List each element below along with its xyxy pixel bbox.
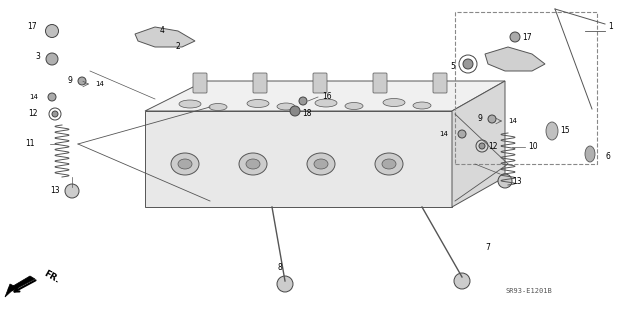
Text: 6: 6 [605, 152, 610, 161]
Ellipse shape [585, 146, 595, 162]
Circle shape [48, 93, 56, 101]
FancyBboxPatch shape [313, 73, 327, 93]
Circle shape [454, 273, 470, 289]
Text: 14: 14 [439, 131, 448, 137]
Text: 14: 14 [508, 118, 517, 124]
Ellipse shape [171, 153, 199, 175]
Text: 5: 5 [450, 63, 455, 71]
Text: 13: 13 [512, 176, 522, 186]
Text: 7: 7 [485, 242, 490, 251]
Ellipse shape [315, 99, 337, 107]
Polygon shape [452, 81, 505, 207]
Ellipse shape [382, 159, 396, 169]
Text: 17: 17 [522, 33, 532, 41]
Ellipse shape [383, 99, 405, 107]
Text: 16: 16 [322, 93, 332, 101]
Text: 15: 15 [560, 127, 570, 136]
Ellipse shape [239, 153, 267, 175]
Polygon shape [5, 284, 16, 297]
Ellipse shape [247, 100, 269, 108]
Text: FR.: FR. [42, 269, 61, 285]
Circle shape [277, 276, 293, 292]
Circle shape [458, 130, 466, 138]
Circle shape [510, 32, 520, 42]
Text: 10: 10 [528, 143, 538, 152]
Polygon shape [8, 276, 35, 291]
Text: 14: 14 [95, 81, 104, 87]
Polygon shape [485, 47, 545, 71]
Circle shape [463, 59, 473, 69]
Circle shape [299, 97, 307, 105]
Text: 17: 17 [27, 23, 37, 32]
Polygon shape [135, 27, 195, 47]
FancyBboxPatch shape [373, 73, 387, 93]
Circle shape [65, 184, 79, 198]
Polygon shape [145, 81, 505, 111]
Text: SR93-E1201B: SR93-E1201B [505, 288, 552, 294]
Text: 9: 9 [477, 115, 482, 123]
Circle shape [479, 143, 485, 149]
Circle shape [498, 174, 512, 188]
Circle shape [290, 106, 300, 116]
FancyBboxPatch shape [433, 73, 447, 93]
FancyBboxPatch shape [193, 73, 207, 93]
Polygon shape [145, 111, 452, 207]
Circle shape [488, 115, 496, 123]
Text: 2: 2 [175, 42, 180, 51]
Text: 11: 11 [26, 139, 35, 149]
Text: 9: 9 [67, 77, 72, 85]
Ellipse shape [179, 100, 201, 108]
Ellipse shape [277, 103, 295, 110]
Text: 1: 1 [608, 23, 612, 32]
Ellipse shape [345, 102, 363, 109]
Text: 18: 18 [302, 109, 312, 118]
Ellipse shape [375, 153, 403, 175]
Ellipse shape [546, 122, 558, 140]
Circle shape [45, 25, 58, 38]
Text: 8: 8 [277, 263, 282, 271]
Text: 14: 14 [29, 94, 38, 100]
Text: 12: 12 [29, 109, 38, 118]
Circle shape [52, 111, 58, 117]
Text: 12: 12 [488, 143, 497, 152]
Circle shape [78, 77, 86, 85]
Ellipse shape [314, 159, 328, 169]
Ellipse shape [209, 103, 227, 110]
FancyBboxPatch shape [253, 73, 267, 93]
Text: 3: 3 [36, 53, 40, 62]
Ellipse shape [178, 159, 192, 169]
Ellipse shape [246, 159, 260, 169]
Ellipse shape [413, 102, 431, 109]
Circle shape [46, 53, 58, 65]
Ellipse shape [307, 153, 335, 175]
Text: 4: 4 [159, 26, 164, 35]
Text: 13: 13 [51, 187, 60, 196]
